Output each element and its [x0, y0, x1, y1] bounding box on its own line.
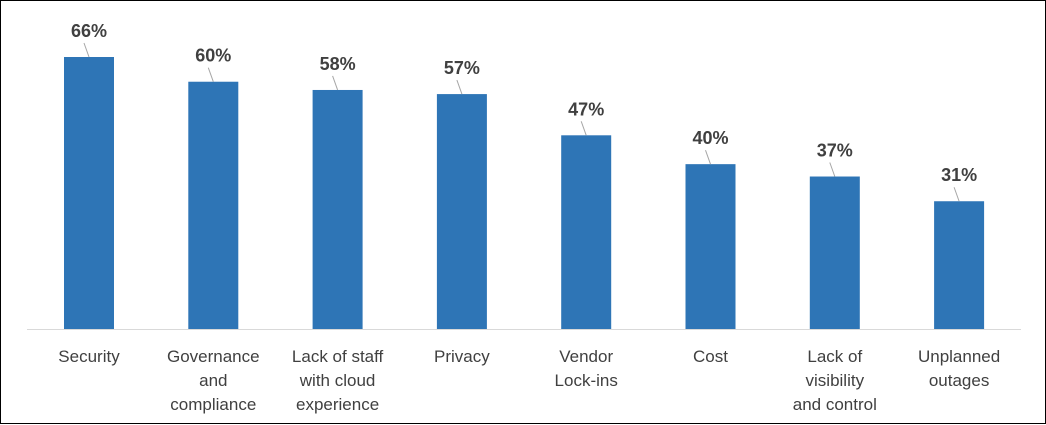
- category-label-2-line-1: with cloud: [299, 371, 376, 390]
- category-label-2-line-0: Lack of staff: [292, 347, 384, 366]
- bars-layer: [64, 57, 985, 330]
- category-label-0: Security: [58, 347, 120, 366]
- category-label-5: Cost: [693, 347, 728, 366]
- category-label-4-line-0: Vendor: [559, 347, 613, 366]
- category-label-5-line-0: Cost: [693, 347, 728, 366]
- category-label-1-line-2: compliance: [170, 395, 256, 414]
- bar-2: [312, 89, 363, 329]
- category-labels-layer: Security Governance and compliance Lack of s…: [58, 347, 1000, 414]
- value-label-1: 60%: [195, 46, 231, 66]
- leader-line-3: [456, 79, 463, 95]
- category-label-3: Privacy: [434, 347, 490, 366]
- leader-line-1: [207, 67, 214, 82]
- category-label-3-line-0: Privacy: [434, 347, 490, 366]
- bar-0: [64, 57, 114, 329]
- leader-line-4: [580, 121, 587, 136]
- category-label-1-line-1: and: [199, 371, 227, 390]
- category-label-6-line-2: and control: [793, 395, 877, 414]
- category-label-2-line-2: experience: [296, 395, 379, 414]
- bar-5: [685, 164, 736, 329]
- value-label-2: 58%: [320, 54, 356, 74]
- bar-4: [561, 135, 612, 329]
- category-label-0-line-0: Security: [58, 347, 120, 366]
- category-label-2: Lack of staff with cloud experience: [292, 347, 384, 414]
- category-label-7-line-0: Unplanned: [918, 347, 1000, 366]
- value-labels-layer: 66% 60% 58% 57% 47% 40% 37% 31%: [71, 21, 977, 202]
- category-label-7: Unplanned outages: [918, 347, 1000, 390]
- leader-line-6: [829, 162, 836, 177]
- value-label-5: 40%: [692, 128, 728, 148]
- value-label-4: 47%: [568, 99, 604, 119]
- leader-line-7: [953, 187, 960, 202]
- value-label-3: 57%: [444, 58, 480, 78]
- leader-line-0: [83, 42, 90, 58]
- bar-1: [188, 81, 239, 330]
- category-label-4-line-1: Lock-ins: [555, 371, 618, 390]
- bar-3: [436, 94, 487, 329]
- bar-6: [809, 176, 860, 329]
- category-label-4: Vendor Lock-ins: [555, 347, 618, 390]
- category-label-6-line-0: Lack of: [807, 347, 862, 366]
- category-label-1: Governance and compliance: [167, 347, 260, 414]
- value-label-0: 66%: [71, 21, 107, 41]
- value-label-7: 31%: [941, 165, 977, 185]
- leader-line-2: [332, 75, 339, 91]
- category-label-6: Lack of visibility and control: [793, 347, 877, 414]
- category-label-6-line-1: visibility: [806, 371, 865, 390]
- category-label-7-line-1: outages: [929, 371, 990, 390]
- bar-7: [934, 201, 985, 329]
- category-label-1-line-0: Governance: [167, 347, 260, 366]
- value-label-6: 37%: [817, 141, 853, 161]
- leader-line-5: [705, 149, 711, 165]
